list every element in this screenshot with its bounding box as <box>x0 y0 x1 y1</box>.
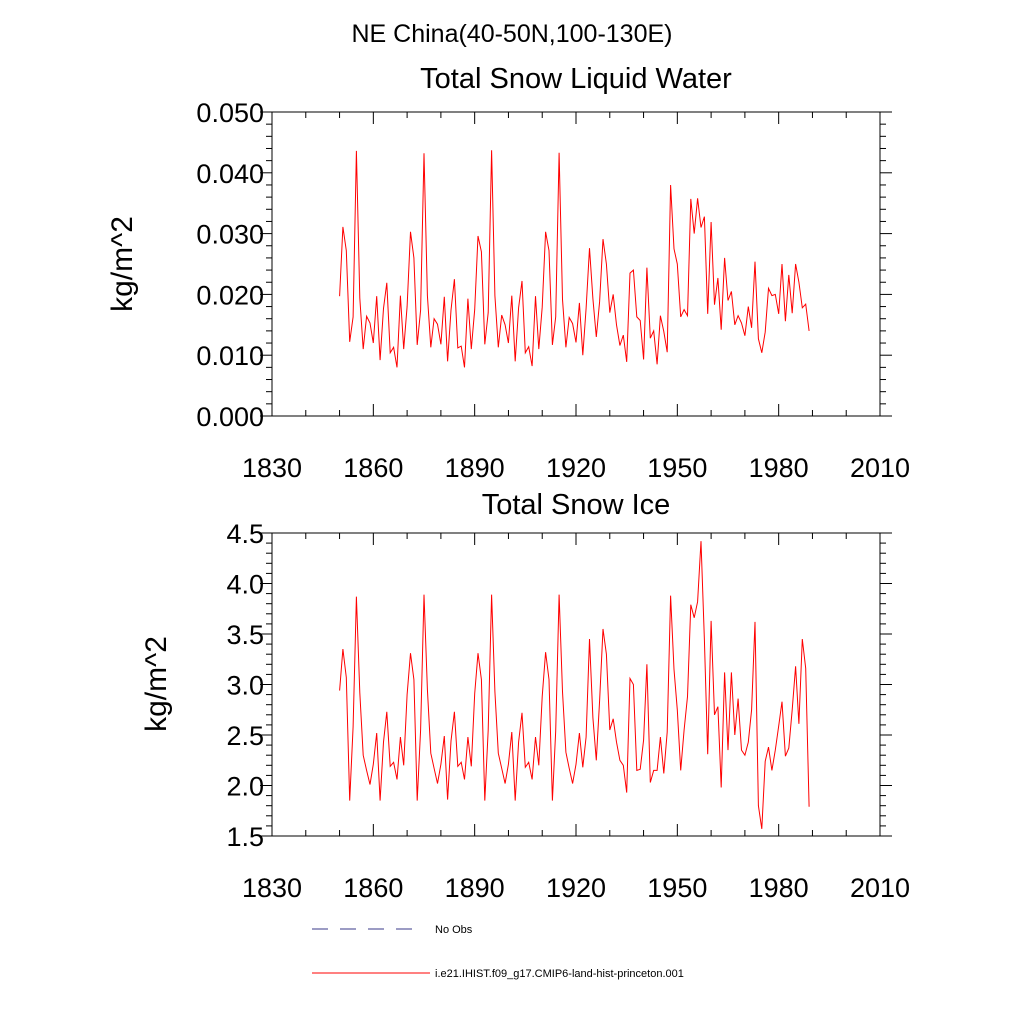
y-tick-label: 4.5 <box>226 519 264 549</box>
y-tick-label: 1.5 <box>226 822 264 852</box>
series-line <box>339 541 810 829</box>
axes: 1830 1860 1890 1920 1950 1980 2010 1.5 2.0 2.5 3.0… <box>226 519 910 903</box>
y-tick-label: 3.5 <box>226 620 264 650</box>
x-tick-label: 1890 <box>445 873 505 903</box>
panel-title: Total Snow Ice <box>482 489 671 521</box>
x-tick-label: 1980 <box>749 453 809 483</box>
y-tick-label: 0.040 <box>196 159 264 189</box>
legend-label: No Obs <box>435 924 473 936</box>
x-tick-label: 1920 <box>546 453 606 483</box>
y-tick-label: 2.5 <box>226 721 264 751</box>
panel-snow-ice: Total Snow Ice kg/m^2 1830 1860 1890 1920 19… <box>140 489 910 903</box>
y-axis-label: kg/m^2 <box>106 216 139 312</box>
x-tick-label: 1860 <box>343 873 403 903</box>
series-line <box>339 150 810 368</box>
panel-title: Total Snow Liquid Water <box>420 63 732 95</box>
x-tick-label: 1890 <box>445 453 505 483</box>
x-tick-label: 1830 <box>242 873 302 903</box>
y-tick-label: 0.050 <box>196 98 264 128</box>
y-tick-label: 2.0 <box>226 772 264 802</box>
y-tick-label: 0.020 <box>196 280 264 310</box>
x-tick-label: 1980 <box>749 873 809 903</box>
x-tick-label: 1830 <box>242 453 302 483</box>
legend-item-no-obs: No Obs <box>312 924 473 936</box>
plot-frame <box>271 532 881 837</box>
x-tick-label: 2010 <box>850 873 910 903</box>
axes: 1830 1860 1890 1920 1950 1980 2010 0.000 0.010 0.… <box>196 98 910 483</box>
y-tick-label: 3.0 <box>226 671 264 701</box>
y-tick-label: 0.000 <box>196 402 264 432</box>
x-tick-label: 1860 <box>343 453 403 483</box>
x-tick-label: 2010 <box>850 453 910 483</box>
figure-title: NE China(40-50N,100-130E) <box>351 20 672 48</box>
legend: No Obs i.e21.IHIST.f09_g17.CMIP6-land-hi… <box>312 924 684 980</box>
y-axis-label: kg/m^2 <box>140 636 173 732</box>
plot-frame <box>271 111 881 417</box>
y-tick-label: 0.030 <box>196 220 264 250</box>
x-tick-label: 1950 <box>647 453 707 483</box>
panel-snow-liquid-water: Total Snow Liquid Water kg/m^2 1830 1860 1… <box>106 63 910 483</box>
y-tick-label: 0.010 <box>196 341 264 371</box>
y-tick-label: 4.0 <box>226 570 264 600</box>
legend-label: i.e21.IHIST.f09_g17.CMIP6-land-hist-prin… <box>435 968 684 980</box>
x-tick-label: 1950 <box>647 873 707 903</box>
legend-item-model-run: i.e21.IHIST.f09_g17.CMIP6-land-hist-prin… <box>312 968 684 980</box>
x-tick-label: 1920 <box>546 873 606 903</box>
